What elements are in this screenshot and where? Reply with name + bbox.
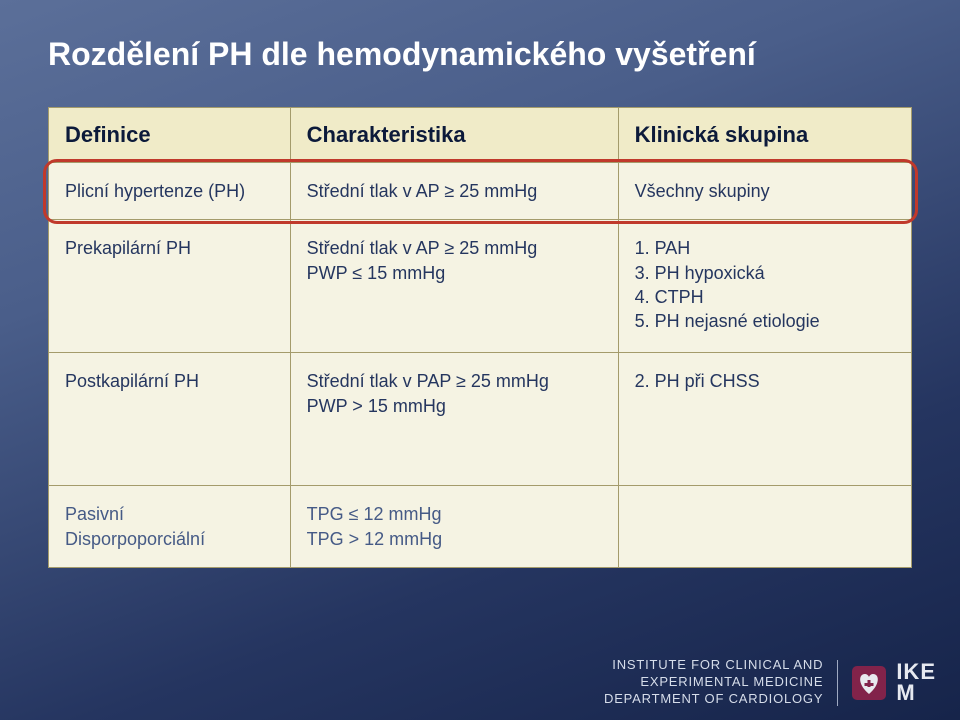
header-cell: Definice [49, 108, 291, 163]
table-cell: Prekapilární PH [49, 220, 291, 353]
table-cell: PasivníDisporpoporciální [49, 486, 291, 568]
table-cell: Střední tlak v PAP ≥ 25 mmHgPWP > 15 mmH… [290, 353, 618, 486]
table-cell [618, 486, 911, 568]
slide: Rozdělení PH dle hemodynamického vyšetře… [0, 0, 960, 720]
table-row: Prekapilární PH Střední tlak v AP ≥ 25 m… [49, 220, 912, 353]
table-cell: 1. PAH3. PH hypoxická4. CTPH5. PH nejasn… [618, 220, 911, 353]
header-cell: Klinická skupina [618, 108, 911, 163]
table-cell: TPG ≤ 12 mmHgTPG > 12 mmHg [290, 486, 618, 568]
footer: INSTITUTE FOR CLINICAL AND EXPERIMENTAL … [604, 657, 936, 708]
footer-line: EXPERIMENTAL MEDICINE [604, 674, 823, 691]
table-cell: Postkapilární PH [49, 353, 291, 486]
table-cell: Střední tlak v AP ≥ 25 mmHg [290, 163, 618, 220]
footer-logo: IKE M [852, 662, 936, 704]
table-cell: Plicní hypertenze (PH) [49, 163, 291, 220]
table-wrap: Definice Charakteristika Klinická skupin… [48, 107, 912, 568]
table-row: PasivníDisporpoporciální TPG ≤ 12 mmHgTP… [49, 486, 912, 568]
header-cell: Charakteristika [290, 108, 618, 163]
table-row: Plicní hypertenze (PH) Střední tlak v AP… [49, 163, 912, 220]
logo-text-bottom: M [896, 683, 936, 704]
table-row: Postkapilární PH Střední tlak v PAP ≥ 25… [49, 353, 912, 486]
table-cell: Střední tlak v AP ≥ 25 mmHgPWP ≤ 15 mmHg [290, 220, 618, 353]
ph-table: Definice Charakteristika Klinická skupin… [48, 107, 912, 568]
footer-text: INSTITUTE FOR CLINICAL AND EXPERIMENTAL … [604, 657, 823, 708]
footer-line: DEPARTMENT OF CARDIOLOGY [604, 691, 823, 708]
logo-text: IKE M [896, 662, 936, 704]
table-cell: 2. PH při CHSS [618, 353, 911, 486]
table-cell: Všechny skupiny [618, 163, 911, 220]
footer-line: INSTITUTE FOR CLINICAL AND [604, 657, 823, 674]
footer-separator [837, 660, 838, 706]
heart-icon [852, 666, 886, 700]
table-header-row: Definice Charakteristika Klinická skupin… [49, 108, 912, 163]
slide-title: Rozdělení PH dle hemodynamického vyšetře… [48, 36, 912, 73]
